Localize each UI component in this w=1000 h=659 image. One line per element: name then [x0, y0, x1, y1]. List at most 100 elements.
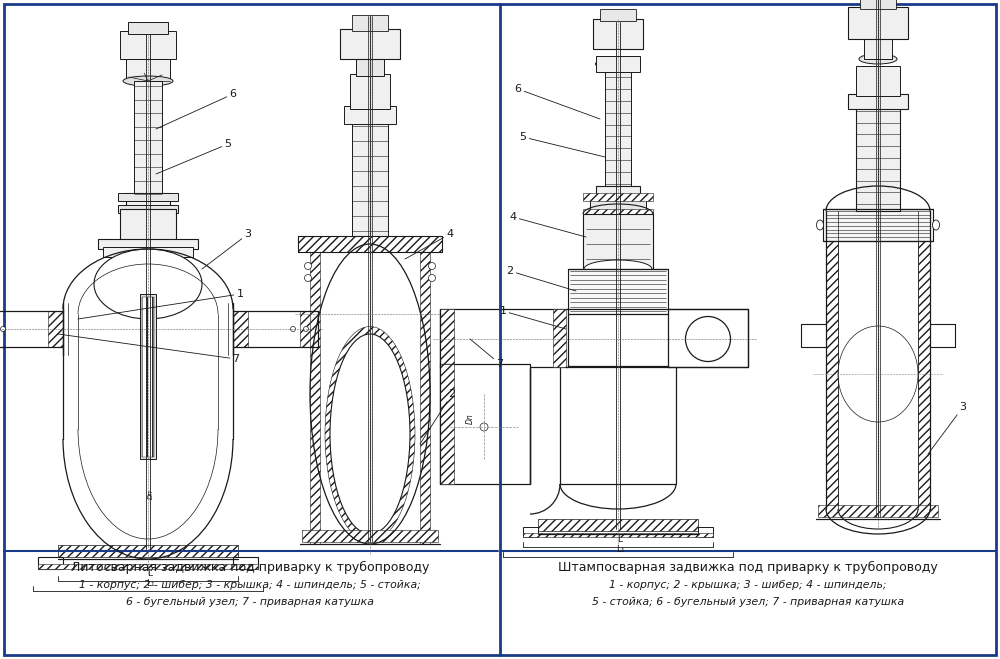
Bar: [440, 309, 454, 367]
Ellipse shape: [123, 76, 173, 86]
Bar: [352, 121, 388, 236]
Ellipse shape: [932, 220, 940, 230]
Text: 3: 3: [202, 229, 252, 269]
Ellipse shape: [304, 326, 308, 331]
Bar: [128, 22, 168, 34]
Bar: [126, 193, 170, 211]
Bar: [566, 309, 670, 367]
Bar: [48, 311, 63, 347]
Ellipse shape: [330, 334, 410, 534]
Text: Dn: Dn: [466, 414, 475, 424]
Bar: [818, 505, 938, 517]
Text: Dn: Dn: [148, 489, 154, 499]
Bar: [864, 37, 892, 59]
Bar: [103, 247, 193, 257]
Ellipse shape: [596, 59, 640, 69]
Ellipse shape: [304, 262, 312, 270]
Bar: [38, 564, 258, 569]
Ellipse shape: [304, 275, 312, 281]
Ellipse shape: [838, 326, 918, 422]
Ellipse shape: [330, 334, 410, 534]
Bar: [856, 66, 900, 96]
Bar: [134, 81, 162, 199]
Bar: [356, 56, 384, 76]
Bar: [605, 72, 631, 189]
Bar: [918, 211, 930, 509]
Text: 6: 6: [156, 89, 237, 129]
Bar: [668, 309, 748, 367]
Bar: [126, 59, 170, 81]
Ellipse shape: [842, 330, 914, 418]
Bar: [142, 297, 154, 457]
Bar: [118, 193, 178, 201]
Ellipse shape: [480, 423, 488, 431]
Bar: [38, 557, 63, 569]
Polygon shape: [310, 244, 320, 544]
Ellipse shape: [428, 262, 436, 270]
Text: 4: 4: [509, 212, 586, 237]
Ellipse shape: [686, 316, 730, 362]
Bar: [568, 269, 668, 314]
Bar: [523, 533, 713, 537]
Bar: [233, 311, 248, 347]
Bar: [118, 205, 178, 213]
Ellipse shape: [290, 326, 296, 331]
Bar: [553, 309, 566, 367]
Bar: [298, 236, 442, 252]
Bar: [538, 519, 698, 531]
Text: L: L: [148, 569, 152, 578]
Text: Литосварная задвижка под приварку к трубопроводу: Литосварная задвижка под приварку к труб…: [71, 560, 429, 573]
Text: 1: 1: [78, 289, 244, 319]
Ellipse shape: [816, 220, 824, 230]
Text: 1: 1: [500, 306, 566, 329]
Text: 7: 7: [58, 334, 240, 364]
Bar: [583, 214, 653, 269]
Ellipse shape: [584, 260, 652, 278]
Bar: [300, 311, 318, 347]
Bar: [120, 209, 176, 244]
Text: 4: 4: [405, 229, 454, 259]
Ellipse shape: [325, 326, 415, 542]
Bar: [440, 309, 568, 367]
Text: L₁: L₁: [146, 579, 154, 588]
Text: 5: 5: [520, 132, 605, 157]
Bar: [583, 193, 653, 201]
Bar: [440, 364, 454, 484]
Text: 2: 2: [506, 266, 576, 291]
Text: 7: 7: [470, 339, 504, 369]
Bar: [440, 364, 530, 484]
Text: 5: 5: [156, 139, 232, 174]
Bar: [860, 0, 896, 9]
Ellipse shape: [859, 54, 897, 64]
Bar: [560, 366, 676, 484]
Bar: [593, 19, 643, 49]
Bar: [848, 7, 908, 39]
Ellipse shape: [0, 326, 6, 331]
Text: 5 - стойка; 6 - бугельный узел; 7 - приварная катушка: 5 - стойка; 6 - бугельный узел; 7 - прив…: [592, 597, 904, 607]
Bar: [596, 186, 640, 201]
Bar: [120, 31, 176, 59]
Text: 2: 2: [420, 389, 456, 444]
Bar: [596, 56, 640, 72]
Bar: [344, 106, 396, 124]
Ellipse shape: [428, 275, 436, 281]
Bar: [856, 106, 900, 211]
Bar: [352, 15, 388, 31]
Bar: [523, 527, 538, 537]
Bar: [826, 211, 838, 509]
Bar: [583, 209, 653, 219]
Bar: [302, 530, 438, 542]
Bar: [233, 557, 258, 569]
Bar: [590, 199, 646, 211]
Ellipse shape: [94, 249, 202, 319]
Text: Штампосварная задвижка под приварку к трубопроводу: Штампосварная задвижка под приварку к тр…: [558, 560, 938, 573]
Bar: [140, 294, 156, 459]
Text: 6 - бугельный узел; 7 - приварная катушка: 6 - бугельный узел; 7 - приварная катушк…: [126, 597, 374, 607]
Text: 6: 6: [514, 84, 600, 119]
Bar: [98, 239, 198, 249]
Text: L: L: [618, 535, 622, 544]
Polygon shape: [420, 244, 430, 544]
Text: 3: 3: [928, 402, 966, 454]
Bar: [600, 9, 636, 21]
Bar: [340, 29, 400, 59]
